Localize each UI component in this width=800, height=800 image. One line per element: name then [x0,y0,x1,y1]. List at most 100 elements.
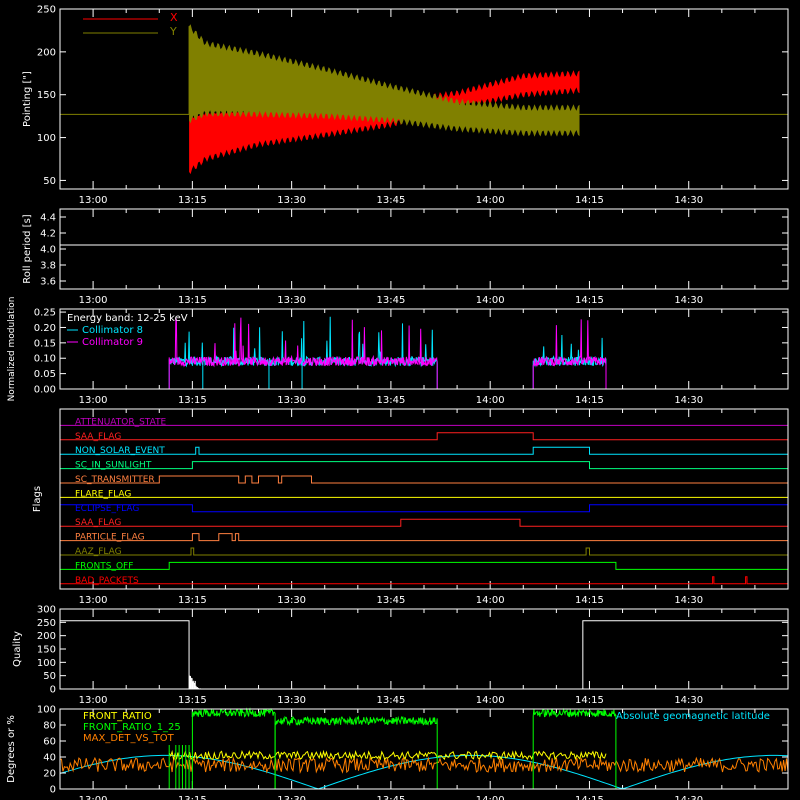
collimator-9-series [532,319,607,389]
y-tick-label: 80 [43,721,56,732]
time-tick-label: 14:30 [674,595,703,606]
max-det-vs-tot-series [59,756,789,774]
y-tick-label: 40 [43,753,56,764]
time-tick-label: 14:15 [575,395,604,406]
time-tick-label: 13:15 [178,295,207,306]
y-tick-label: 0.00 [34,385,56,396]
time-tick-label: 13:45 [376,695,405,706]
flag-label: AAZ_FLAG [75,547,122,557]
y-tick-label: 0 [50,685,56,696]
roll-period-y-label: Roll period [s] [22,214,33,283]
modulation-panel: Normalized modulation 0.00 0.05 0.10 0.15 0.… [7,297,789,401]
flag-series [60,432,788,441]
time-tick-label: 13:30 [277,595,306,606]
time-tick-label: 14:15 [575,595,604,606]
flag-label: SC_IN_SUNLIGHT [75,461,152,471]
flag-series [60,461,788,470]
time-tick-label: 14:00 [476,395,505,406]
y-tick-label: 150 [37,645,56,656]
y-tick-label: 3.6 [40,277,56,288]
pointing-axes-frame [59,8,789,190]
collimator-8-dropout [301,361,303,389]
flags-panel: ATTENUATOR_STATE SAA_FLAG NON_SOLAR_EVENT S… [32,408,789,590]
time-tick-label: 13:30 [277,195,306,206]
time-tick-label: 13:45 [376,395,405,406]
legend-max-det-vs-tot: MAX_DET_VS_TOT [83,733,175,744]
flag-label: SAA_FLAG [75,518,121,528]
legend-geomagnetic-latitude: Absolute geomagnetic latitude [616,711,770,722]
legend-collimator-8-label: Collimator 8 [82,325,143,336]
y-tick-label: 200 [37,631,56,642]
time-tick-label: 14:00 [476,695,505,706]
collimator-8-dropout [268,361,270,389]
time-tick-label: 13:30 [277,795,306,800]
roll-period-panel: Roll period [s] 3.6 3.8 4.0 4.2 4.4 [22,208,789,290]
y-tick-label: 100 [37,133,56,144]
pointing-y-series [189,24,580,137]
energy-band-label: Energy band: 12-25 keV [67,313,188,324]
y-tick-label: 200 [37,47,56,58]
time-tick-label: 13:45 [376,295,405,306]
flag-label: FLARE_FLAG [75,489,131,499]
quality-y-label: Quality [12,631,23,667]
y-tick-label: 100 [37,658,56,669]
y-tick-label: 0 [50,785,56,796]
pointing-y-label: Pointing ["] [22,71,33,127]
time-tick-label: 13:30 [277,295,306,306]
time-tick-label: 13:00 [79,195,108,206]
time-tick-label: 13:45 [376,795,405,800]
y-tick-label: 4.2 [40,229,56,240]
time-tick-label: 13:30 [277,395,306,406]
collimator-9-series [168,317,438,389]
time-tick-label: 14:15 [575,195,604,206]
flag-series [60,475,788,484]
degrees-axes-frame [59,708,789,790]
y-tick-label: 50 [43,176,56,187]
pointing-panel: Pointing ["] 50 100 150 200 250 X Y [22,5,789,190]
time-axis-labels: 13:00 13:15 13:30 13:45 14:00 14:15 14:30 13:00… [79,195,703,800]
y-tick-label: 150 [37,90,56,101]
flag-label: SC_TRANSMITTER [75,475,155,485]
flag-label: ATTENUATOR_STATE [75,417,167,427]
legend-collimator-9-label: Collimator 9 [82,337,143,348]
time-tick-label: 14:30 [674,395,703,406]
flag-series [60,446,788,455]
time-tick-label: 14:30 [674,695,703,706]
y-tick-label: 0.15 [34,338,56,349]
y-tick-label: 0.10 [34,354,56,365]
y-tick-label: 50 [43,671,56,682]
front-ratio-1-25-series [191,707,276,789]
time-tick-label: 14:30 [674,195,703,206]
time-tick-label: 13:15 [178,795,207,800]
time-tick-label: 14:00 [476,595,505,606]
time-tick-label: 14:30 [674,795,703,800]
time-tick-label: 14:30 [674,295,703,306]
legend-x-label: X [170,11,178,24]
time-tick-label: 13:45 [376,195,405,206]
time-tick-label: 14:15 [575,795,604,800]
flag-label: BAD_PACKETS [75,576,139,586]
flag-label: ECLIPSE_FLAG [75,504,139,514]
modulation-axes-frame [59,308,789,390]
degrees-y-label: Degrees or % [6,715,17,783]
time-tick-label: 13:30 [277,695,306,706]
time-tick-label: 14:15 [575,695,604,706]
y-tick-label: 250 [37,618,56,629]
y-tick-label: 0.05 [34,369,56,380]
flag-series [60,547,788,556]
flag-label: PARTICLE_FLAG [75,533,145,543]
time-tick-label: 14:00 [476,195,505,206]
time-tick-label: 14:00 [476,295,505,306]
front-ratio-1-25-series [532,707,617,789]
time-tick-label: 13:00 [79,595,108,606]
flag-label: FRONTS_OFF [75,561,133,571]
y-tick-label: 4.4 [40,213,56,224]
flag-label: SAA_FLAG [75,432,121,442]
legend-front-ratio: FRONT_RATIO [83,711,152,722]
legend-front-ratio-1-25: FRONT_RATIO_1_25 [83,722,181,733]
time-tick-label: 13:15 [178,695,207,706]
time-tick-label: 14:15 [575,295,604,306]
flag-series [60,533,788,542]
y-tick-label: 60 [43,737,56,748]
